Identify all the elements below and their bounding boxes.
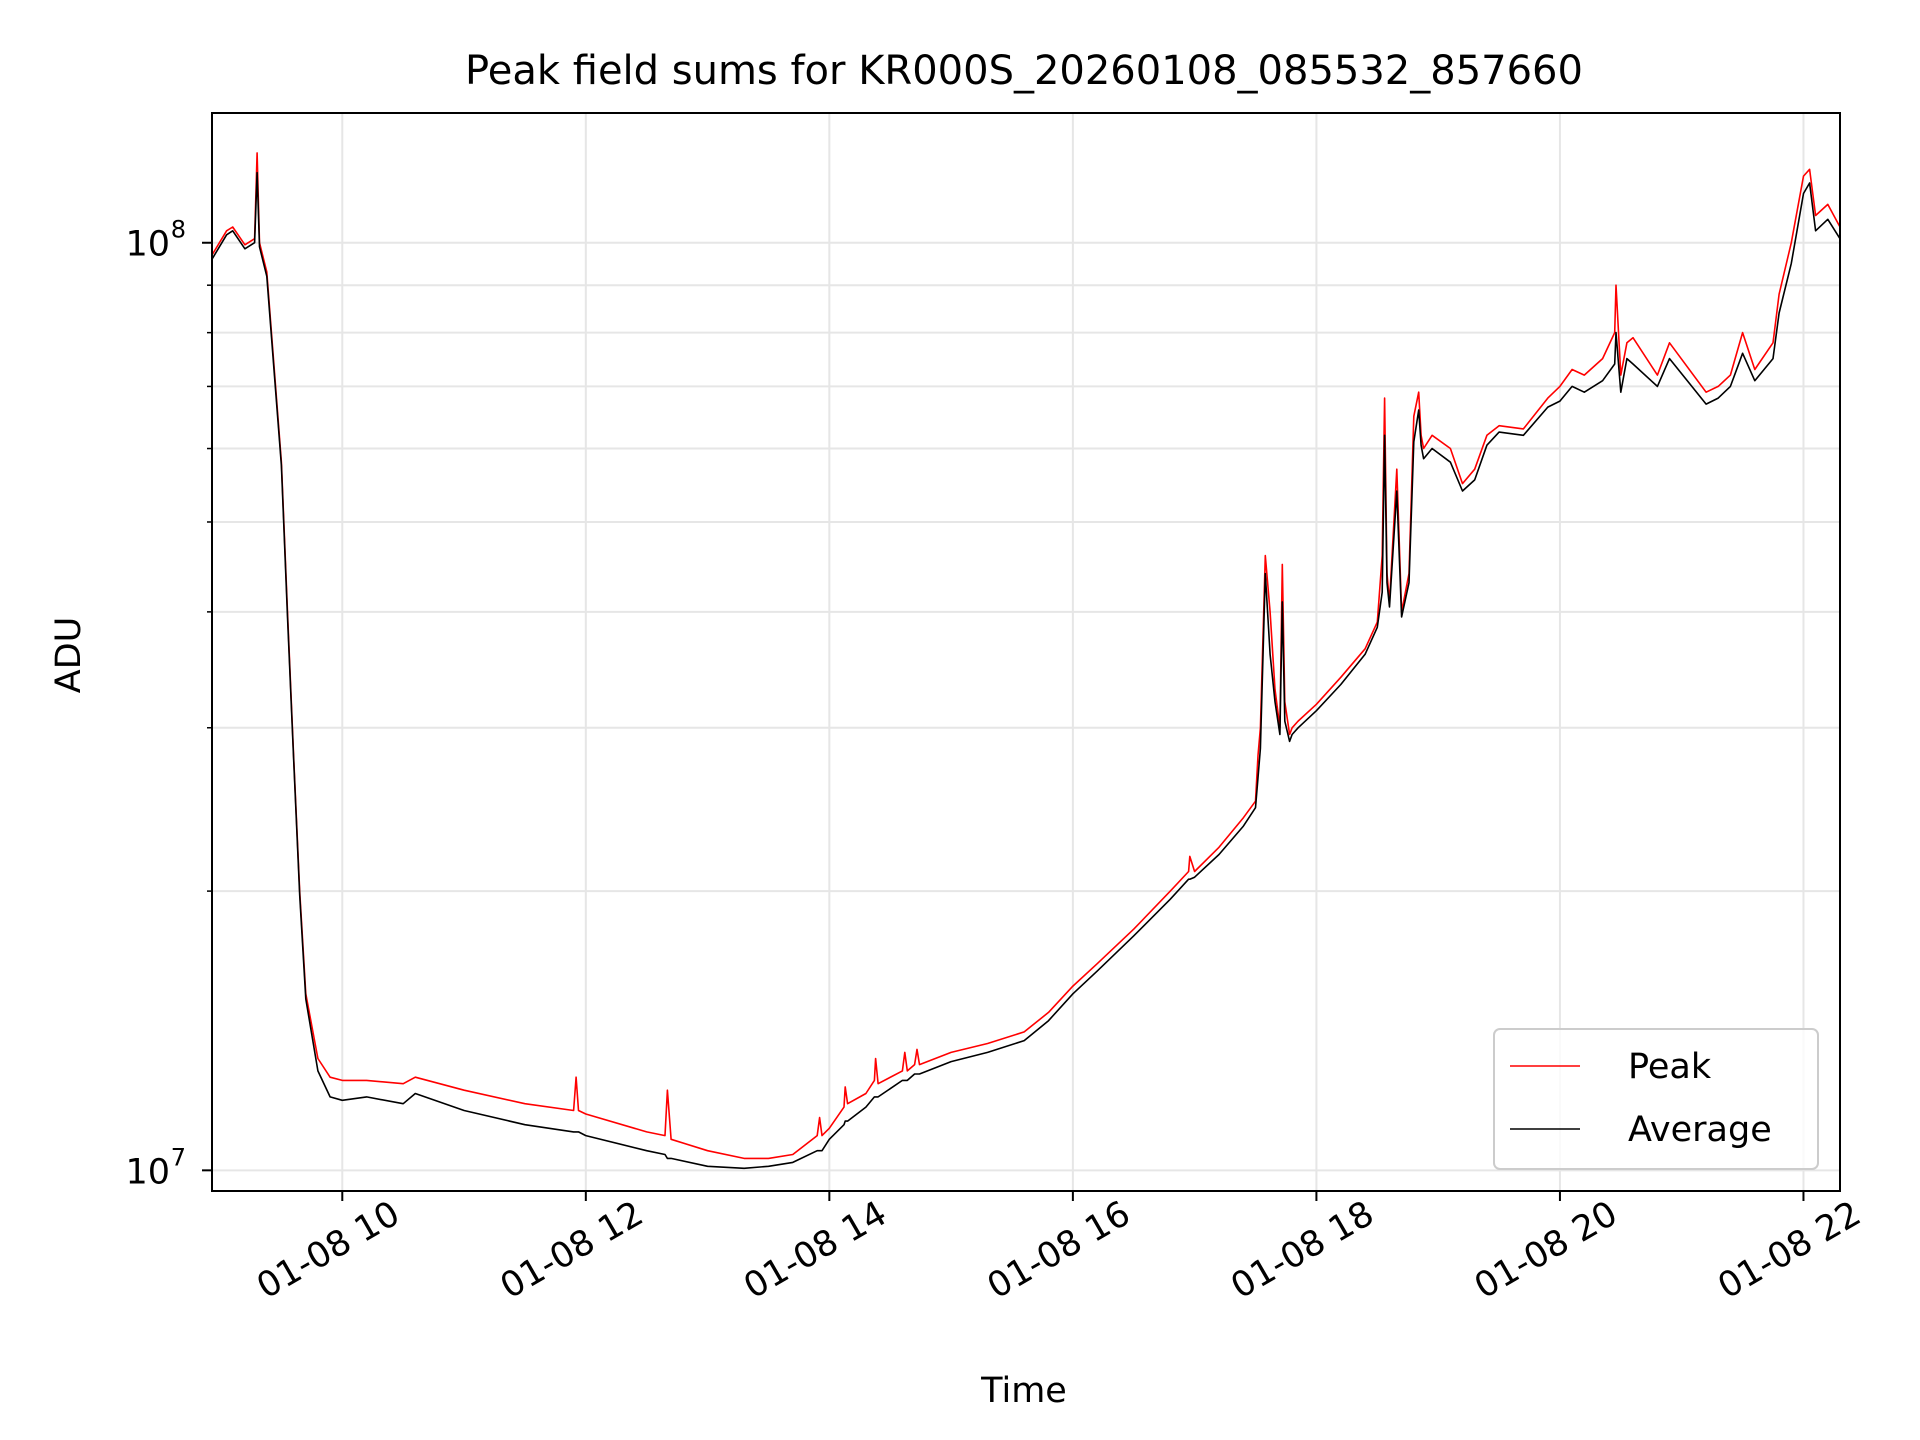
grid-lines	[212, 113, 1840, 1191]
y-tick-exponent: 8	[171, 216, 186, 244]
series-line-peak	[211, 152, 1841, 1160]
legend: Peak Average	[1493, 1028, 1819, 1170]
chart-title: Peak field sums for KR000S_20260108_0855…	[465, 48, 1583, 94]
x-axis-label: Time	[980, 1371, 1067, 1411]
y-tick-label: 10 8	[125, 216, 186, 265]
legend-label: Average	[1628, 1110, 1772, 1150]
series-lines	[211, 152, 1841, 1170]
legend-box	[1493, 1028, 1819, 1170]
legend-entry: Average	[1510, 1110, 1772, 1150]
y-axis-label: ADU	[49, 617, 89, 694]
plot-background	[212, 113, 1840, 1191]
legend-entry: Peak	[1510, 1047, 1712, 1087]
plot-area	[211, 112, 1841, 1192]
y-tick-label: 10 7	[125, 1143, 186, 1192]
series-line-average	[211, 171, 1841, 1170]
legend-label: Peak	[1628, 1047, 1712, 1087]
y-tick-exponent: 7	[171, 1143, 186, 1171]
y-tick-base: 10	[125, 225, 170, 265]
y-tick-base: 10	[125, 1152, 170, 1192]
plot-frame	[211, 112, 1841, 1192]
